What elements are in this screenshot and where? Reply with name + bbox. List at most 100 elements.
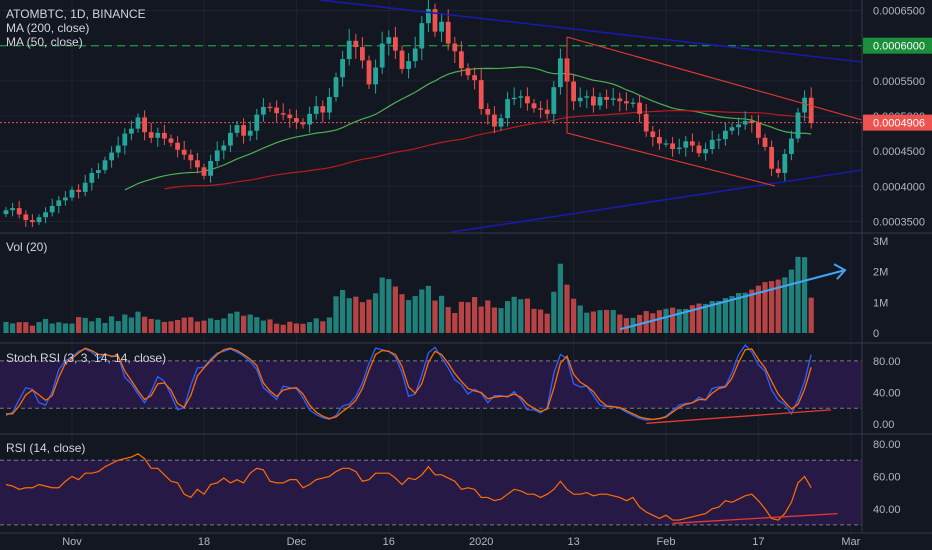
candle-body xyxy=(558,58,563,88)
volume-bar xyxy=(557,263,563,333)
volume-bar xyxy=(135,311,141,333)
volume-bar xyxy=(722,298,728,333)
volume-bar xyxy=(241,315,247,333)
volume-bars xyxy=(3,256,847,333)
candle-body xyxy=(676,147,682,150)
volume-bar xyxy=(227,313,233,333)
candle-body xyxy=(637,102,642,114)
candle-body xyxy=(340,59,345,78)
candle-body xyxy=(162,132,167,139)
volume-bar xyxy=(518,299,524,333)
candle-body xyxy=(703,149,708,154)
volume-bar xyxy=(333,296,339,333)
candle-body xyxy=(492,114,497,127)
volume-bar xyxy=(359,302,365,333)
price-tags: 0.0006000 0.0004906 xyxy=(863,37,932,131)
candle-body xyxy=(551,87,557,114)
volume-bar xyxy=(128,317,134,333)
trendline-overlays xyxy=(319,0,863,233)
volume-bar xyxy=(491,307,497,333)
candle-body xyxy=(795,112,801,139)
ma200-line xyxy=(164,109,812,190)
volume-bar xyxy=(432,300,438,333)
volume-bar xyxy=(716,300,722,333)
ma200-legend[interactable]: MA (200, close) xyxy=(6,21,90,35)
volume-bar xyxy=(307,322,313,333)
candle-body xyxy=(538,108,543,110)
volume-bar xyxy=(234,311,240,333)
upper-trendline xyxy=(319,0,863,63)
last-price-tag: 0.0004906 xyxy=(873,118,925,130)
volume-bar xyxy=(650,313,656,333)
volume-bar xyxy=(472,296,478,333)
volume-bar xyxy=(221,318,227,333)
candle-body xyxy=(709,139,715,150)
volume-bar xyxy=(538,309,544,333)
candle-body xyxy=(327,97,332,113)
candle-body xyxy=(82,182,88,192)
candle-body xyxy=(650,131,656,138)
volume-bar xyxy=(10,323,16,333)
symbol-legend[interactable]: ATOMBTC, 1D, BINANCE MA (200, close) MA … xyxy=(6,7,146,49)
candle-body xyxy=(736,124,741,128)
candle-body xyxy=(769,146,774,169)
candle-body xyxy=(23,214,29,221)
volume-bar xyxy=(498,308,504,333)
candle-body xyxy=(129,128,134,134)
stoch-band xyxy=(0,360,862,409)
candle-body xyxy=(478,80,484,109)
candle-body xyxy=(261,106,266,115)
candle-body xyxy=(201,167,207,176)
volume-bar xyxy=(590,311,596,333)
candle-body xyxy=(181,149,187,155)
candle-body xyxy=(426,9,431,24)
volume-bar xyxy=(36,322,42,333)
volume-bar xyxy=(755,285,761,333)
ma50-legend[interactable]: MA (50, close) xyxy=(6,35,83,49)
candle-body xyxy=(485,108,491,115)
volume-bar xyxy=(604,309,610,333)
volume-bar xyxy=(729,296,735,333)
candle-body xyxy=(749,120,755,124)
candle-body xyxy=(670,143,675,150)
pane-separators[interactable] xyxy=(0,0,932,534)
candle-body xyxy=(756,123,761,138)
candle-body xyxy=(472,75,477,81)
candle-body xyxy=(313,106,319,114)
volume-bar xyxy=(564,284,570,333)
volume-bar xyxy=(62,323,68,333)
candle-body xyxy=(280,113,286,115)
candle-body xyxy=(379,43,385,68)
stoch-rsi-legend[interactable]: Stoch RSI (3, 3, 14, 14, close) xyxy=(6,351,167,365)
volume-bar xyxy=(280,324,286,333)
candle-body xyxy=(366,60,372,85)
symbol-title[interactable]: ATOMBTC, 1D, BINANCE xyxy=(6,7,146,21)
volume-bar xyxy=(142,316,148,333)
time-tick-label: 16 xyxy=(383,536,395,548)
rsi-legend[interactable]: RSI (14, close) xyxy=(6,441,86,455)
volume-bar xyxy=(168,321,174,333)
candle-body xyxy=(663,143,669,145)
volume-bar xyxy=(663,308,669,333)
volume-bar xyxy=(102,322,108,333)
candle-body xyxy=(544,109,550,114)
volume-bar xyxy=(399,294,405,333)
candle-body xyxy=(254,114,260,131)
candle-body xyxy=(459,51,464,69)
candle-body xyxy=(690,141,695,146)
stoch-k-line xyxy=(5,343,812,421)
rsi-series-line xyxy=(5,453,812,521)
volume-bar xyxy=(531,308,537,333)
volume-legend[interactable]: Vol (20) xyxy=(6,240,48,254)
candle-body xyxy=(69,189,75,198)
candle-body xyxy=(76,189,81,192)
candle-body xyxy=(155,132,161,138)
candle-body xyxy=(214,150,220,161)
candle-body xyxy=(241,125,246,136)
candle-body xyxy=(683,141,689,148)
time-axis[interactable]: Nov 18 Dec 16 2020 13 Feb 17 Mar xyxy=(62,536,860,548)
time-tick-label: Feb xyxy=(657,536,676,548)
volume-bar xyxy=(194,321,200,333)
candle-body xyxy=(294,118,299,123)
